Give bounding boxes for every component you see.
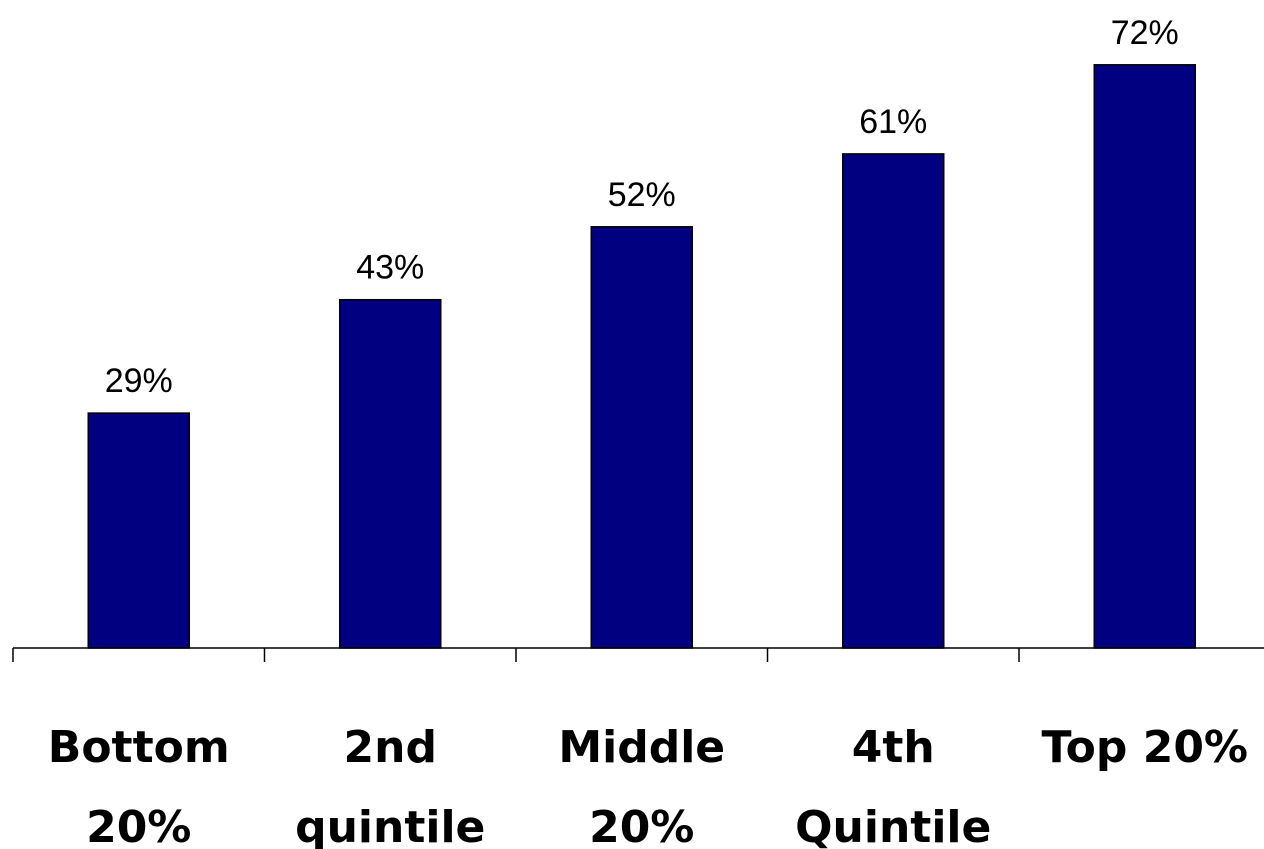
bars-group [87,64,1196,649]
bar [842,153,945,649]
x-tick-label: quintile [295,802,485,849]
data-label: 29% [105,362,173,400]
data-label: 43% [356,249,424,287]
x-tick-label: Bottom [48,722,230,773]
x-axis [12,647,1264,662]
x-tick-label: 4th [852,722,935,773]
x-tick-label: Top 20% [1041,722,1248,773]
data-label: 61% [859,103,927,141]
bar [590,226,693,649]
data-label: 52% [608,176,676,214]
x-tick-label: 2nd [344,722,437,773]
category-labels-group: Bottom 20% 2nd quintile Middle 20% 4th Quintile… [48,722,1248,849]
data-label: 72% [1111,14,1179,52]
x-tick-label: 20% [589,802,694,849]
x-tick-label: 20% [86,802,191,849]
bar [339,298,442,649]
bar [87,412,190,649]
x-tick-label: Quintile [795,802,991,849]
bar [1093,64,1196,649]
x-tick-label: Middle [558,722,725,773]
data-labels-group: 29% 43% 52% 61% 72% [105,14,1179,400]
